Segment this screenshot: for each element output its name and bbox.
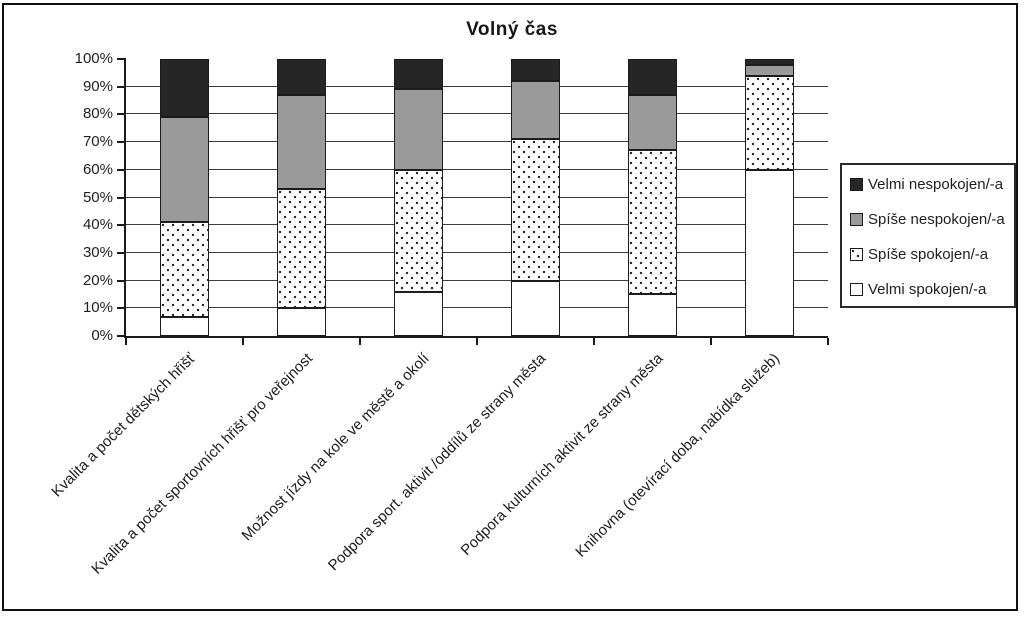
bar-segment [394,89,443,170]
bar-2 [277,59,326,336]
y-axis-tick [117,85,124,88]
y-tick-label: 90% [82,77,113,95]
y-tick-label: 10% [82,299,113,317]
plot-area [117,58,829,345]
bar-segment [628,294,677,336]
legend-item: Velmi spokojen/-a [850,282,986,297]
legend-item: Velmi nespokojen/-a [850,177,1003,192]
x-axis-tick [476,338,478,345]
legend-item: Spíše spokojen/-a [850,247,988,262]
bar-segment [160,117,209,223]
bar-segment [394,291,443,336]
y-axis-tick [117,251,124,254]
y-axis-tick [117,113,124,116]
bar-segment [277,95,326,190]
bar-segment [511,59,560,82]
legend-label: Spíše spokojen/-a [868,246,989,263]
gridline-40 [126,224,828,226]
y-axis-tick [117,307,124,310]
bar-5 [628,59,677,336]
bar-6 [745,59,794,336]
bar-segment [745,59,794,65]
x-axis-tick [359,338,361,345]
y-axis-tick [117,279,124,282]
bar-segment [277,59,326,96]
bar-segment [160,59,209,118]
black-swatch-icon [850,178,863,191]
gridline-50 [126,196,828,198]
y-axis-tick [117,168,124,171]
bar-segment [394,59,443,90]
bar-segment [628,59,677,96]
gridline-70 [126,141,828,143]
bar-segment [511,139,560,281]
gray-swatch-icon [850,213,863,226]
dotted-swatch-icon [850,248,863,261]
bar-segment [277,308,326,336]
bar-segment [394,169,443,292]
chart-title: Volný čas [466,19,558,40]
bar-4 [511,59,560,336]
y-axis-line [124,58,126,338]
bar-segment [745,169,794,336]
y-tick-label: 50% [82,188,113,206]
y-tick-label: 60% [82,160,113,178]
bar-segment [628,150,677,295]
bar-1 [160,59,209,336]
bar-segment [511,280,560,336]
x-axis-tick [125,338,127,345]
x-axis-tick [242,338,244,345]
bar-3 [394,59,443,336]
x-axis-line [124,336,828,338]
bar-segment [160,222,209,317]
y-tick-label: 70% [82,133,113,151]
bar-segment [745,75,794,170]
y-tick-label: 80% [82,105,113,123]
legend-item: Spíše nespokojen/-a [850,212,1005,227]
gridline-60 [126,168,828,170]
bar-segment [511,81,560,140]
chart-border-frame [2,3,1018,611]
y-tick-label: 0% [91,327,113,344]
y-tick-label: 40% [82,216,113,234]
y-tick-label: 100% [74,50,113,67]
gridline-30 [126,251,828,253]
legend-box: Velmi nespokojen/-a Spíše nespokojen/-a Sp… [840,163,1016,308]
gridline-80 [126,113,828,115]
y-axis-tick [117,58,124,60]
white-swatch-icon [850,283,863,296]
y-axis-tick [117,196,124,199]
y-axis-tick [117,224,124,227]
y-axis-tick [117,141,124,144]
legend-label: Velmi spokojen/-a [868,281,987,298]
x-axis-tick [827,338,829,345]
x-axis-tick [710,338,712,345]
y-tick-label: 20% [82,271,113,289]
y-tick-label: 30% [82,243,113,261]
y-axis-tick [117,335,124,337]
bar-segment [745,64,794,76]
x-axis-tick [593,338,595,345]
gridline-90 [126,85,828,87]
bar-segment [160,316,209,336]
bar-segment [628,95,677,151]
legend-label: Spíše nespokojen/-a [868,211,1005,228]
legend-label: Velmi nespokojen/-a [868,176,1004,193]
gridline-20 [126,279,828,281]
gridline-10 [126,307,828,309]
bar-segment [277,189,326,309]
